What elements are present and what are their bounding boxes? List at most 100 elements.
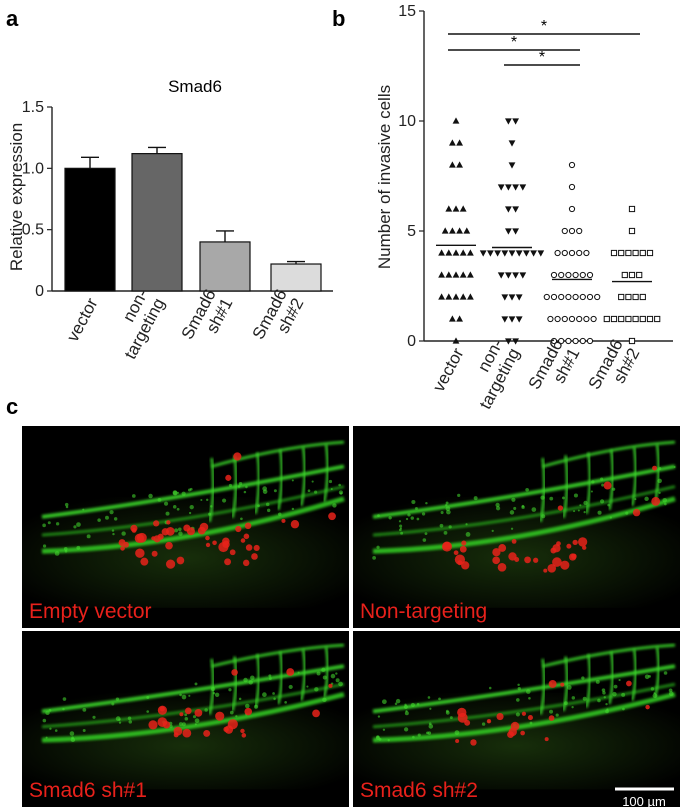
data-point xyxy=(452,249,460,256)
vessel-speckle xyxy=(609,516,612,519)
data-point xyxy=(459,293,467,300)
data-point xyxy=(565,293,572,301)
tumor-cell xyxy=(459,545,467,553)
dorsal-vessel xyxy=(41,664,345,714)
data-point xyxy=(467,271,474,278)
vessel-speckle xyxy=(314,687,319,692)
vessel-speckle xyxy=(658,491,661,495)
data-point xyxy=(487,250,494,257)
vessel-speckle xyxy=(165,511,170,516)
vessel-speckle xyxy=(561,496,565,500)
vessel-speckle xyxy=(549,709,554,714)
vessel-speckle xyxy=(613,684,618,689)
intersegmental-vessel xyxy=(208,457,215,522)
intersegmental-vessel xyxy=(608,449,615,511)
vessel-speckle xyxy=(612,487,616,491)
tumor-cell xyxy=(508,727,517,737)
scatter-chart-invasive-cells: Number of invasive cells 0 5 10 15 vector non… xyxy=(375,3,673,412)
data-point xyxy=(530,250,537,257)
data-point xyxy=(449,161,456,168)
intersegmental-vessel xyxy=(653,646,661,698)
vessel-speckle xyxy=(240,517,243,521)
vessel-speckle xyxy=(184,716,189,721)
dorsal-longitudinal-vessel xyxy=(542,440,676,468)
vessel-speckle xyxy=(528,697,531,700)
data-point xyxy=(554,315,561,323)
x-category-label: Smad6sh#2 xyxy=(585,336,644,401)
vessel-speckle xyxy=(571,696,576,700)
data-point xyxy=(512,272,519,279)
y-axis-label: Relative expression xyxy=(7,123,26,271)
vessel-speckle xyxy=(425,501,428,505)
data-point xyxy=(561,315,568,323)
vessel-speckle xyxy=(601,483,605,487)
vessel-speckle xyxy=(228,688,232,692)
vessel-speckle xyxy=(438,697,441,701)
data-point xyxy=(501,294,509,301)
vessel-speckle xyxy=(590,490,593,493)
tumor-cell xyxy=(454,554,466,565)
data-point xyxy=(583,315,590,323)
data-point xyxy=(568,227,576,235)
data-point xyxy=(452,271,460,278)
panel-letter-b: b xyxy=(332,6,345,31)
data-point xyxy=(572,271,579,279)
y-tick-label: 10 xyxy=(398,113,416,130)
vessel-speckle xyxy=(146,696,150,699)
data-point xyxy=(463,227,471,234)
vessel-speckle xyxy=(181,722,186,727)
vessel-speckle xyxy=(394,702,398,706)
vessel-speckle xyxy=(601,688,606,692)
vessel-speckle xyxy=(62,697,67,701)
vessel-speckle xyxy=(529,721,533,725)
vessel-speckle xyxy=(416,517,420,521)
micrograph: Smad6 sh#1 xyxy=(22,631,349,807)
vessel-speckle xyxy=(581,676,585,680)
data-point xyxy=(568,315,576,323)
significance-star: * xyxy=(541,18,547,35)
vessel-speckle xyxy=(55,522,60,526)
vessel-speckle xyxy=(445,504,448,507)
intersegmental-vessel xyxy=(608,651,615,705)
data-point xyxy=(632,293,639,301)
vessel-speckle xyxy=(465,523,468,526)
vessel-speckle xyxy=(573,493,578,498)
tumor-cell xyxy=(151,550,158,557)
vessel-speckle xyxy=(82,708,87,712)
y-tick-label: 0.5 xyxy=(22,222,44,239)
vessel-speckle xyxy=(525,689,531,694)
vessel-network xyxy=(41,440,345,556)
vessel-speckle xyxy=(663,671,668,675)
vessel-speckle xyxy=(222,498,227,503)
data-point xyxy=(438,249,445,256)
data-point xyxy=(445,293,453,300)
vessel-speckle xyxy=(157,497,162,502)
tumor-cell xyxy=(165,541,173,550)
y-tick-label: 1.5 xyxy=(22,99,44,116)
vessel-speckle xyxy=(603,696,606,699)
data-point xyxy=(497,184,505,191)
data-point xyxy=(449,315,456,322)
tumor-cell xyxy=(524,556,531,564)
vessel-speckle xyxy=(605,702,608,706)
vessel-speckle xyxy=(445,506,451,511)
tumor-cell xyxy=(508,552,517,561)
vessel-speckle xyxy=(266,508,271,513)
vessel-speckle xyxy=(49,727,52,730)
vessel-speckle xyxy=(410,702,416,708)
tumor-cell xyxy=(244,522,252,530)
x-category-label: non-targeting xyxy=(104,286,169,362)
y-tick-label: 5 xyxy=(407,223,416,240)
vessel-speckle xyxy=(531,507,537,512)
vessel-speckle xyxy=(395,698,401,704)
tumor-cell xyxy=(603,481,612,490)
data-point xyxy=(576,315,583,323)
vessel-speckle xyxy=(449,716,453,720)
vessel-speckle xyxy=(602,691,606,695)
data-point xyxy=(586,293,594,301)
data-point xyxy=(508,250,516,257)
data-point xyxy=(508,162,516,169)
vessel-speckle xyxy=(214,692,220,698)
vessel-speckle xyxy=(427,731,432,735)
